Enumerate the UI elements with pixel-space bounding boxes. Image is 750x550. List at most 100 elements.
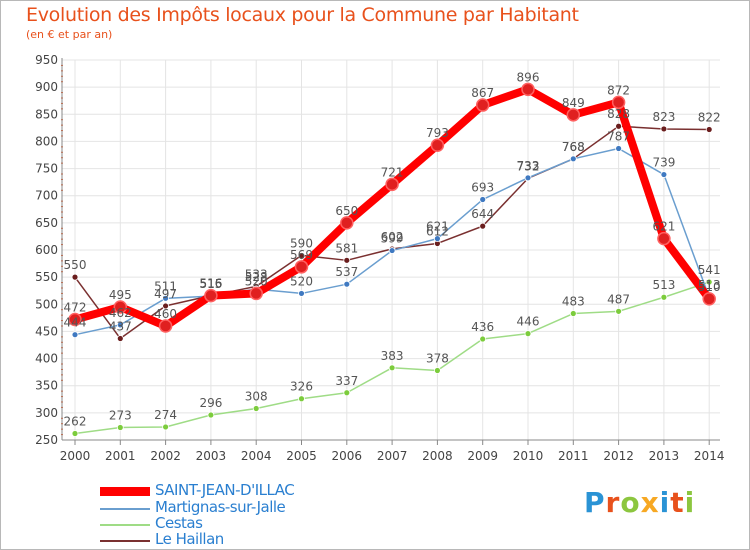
logo-letter: r (605, 486, 621, 519)
x-tick-label: 2007 (377, 449, 408, 463)
proxiti-logo: Proxiti (584, 486, 695, 519)
data-point-saint-jean-d-illac (475, 98, 490, 112)
legend-swatch-saint-jean-d-illac (100, 487, 150, 496)
data-label-saint-jean-d-illac: 472 (64, 300, 87, 314)
data-point-saint-jean-d-illac (566, 108, 581, 122)
logo-letter: t (670, 486, 685, 519)
data-label-le-haillan: 437 (109, 319, 132, 333)
data-label-le-haillan: 822 (698, 110, 721, 124)
data-label-saint-jean-d-illac: 516 (199, 277, 222, 291)
y-tick-label: 750 (35, 162, 58, 176)
x-tick-label: 2005 (286, 449, 317, 463)
y-tick-label: 300 (35, 406, 58, 420)
data-point-cestas (705, 278, 713, 286)
data-label-saint-jean-d-illac: 793 (426, 126, 449, 140)
series-lines (68, 82, 716, 437)
data-point-saint-jean-d-illac (657, 231, 671, 246)
data-label-saint-jean-d-illac: 569 (290, 248, 313, 262)
legend-swatch-le-haillan (100, 540, 150, 542)
data-point-cestas (388, 364, 396, 372)
data-point-le-haillan (660, 125, 668, 133)
data-point-martignas-sur-jalle (433, 235, 441, 243)
data-label-cestas: 541 (698, 263, 721, 277)
data-label-martignas-sur-jalle: 621 (426, 220, 449, 234)
data-label-le-haillan: 823 (652, 110, 675, 124)
data-point-cestas (71, 430, 79, 437)
data-point-saint-jean-d-illac (611, 95, 626, 110)
x-tick-label: 2010 (513, 449, 544, 463)
data-point-saint-jean-d-illac (294, 260, 309, 274)
x-tick-label: 2000 (60, 449, 91, 463)
data-label-le-haillan: 732 (517, 159, 540, 173)
logo-letter: o (620, 486, 641, 519)
data-point-saint-jean-d-illac (340, 216, 354, 230)
data-point-saint-jean-d-illac (702, 292, 716, 306)
logo-letter: P (584, 486, 606, 519)
data-point-martignas-sur-jalle (298, 290, 305, 297)
data-label-cestas: 446 (517, 315, 540, 329)
data-point-martignas-sur-jalle (524, 174, 532, 182)
data-label-saint-jean-d-illac: 520 (245, 274, 268, 288)
data-point-martignas-sur-jalle (479, 196, 487, 203)
data-point-martignas-sur-jalle (615, 145, 622, 152)
legend-swatch-martignas-sur-jalle (100, 508, 150, 510)
x-tick-label: 2001 (105, 449, 136, 463)
data-label-martignas-sur-jalle: 693 (471, 181, 494, 195)
data-label-le-haillan: 768 (562, 140, 585, 154)
y-tick-label: 500 (35, 297, 58, 311)
data-point-martignas-sur-jalle (569, 155, 577, 163)
y-tick-label: 850 (35, 107, 58, 121)
data-point-le-haillan (162, 302, 170, 310)
y-tick-label: 700 (35, 189, 58, 203)
data-point-le-haillan (615, 122, 622, 130)
data-point-saint-jean-d-illac (385, 177, 399, 192)
y-tick-label: 400 (35, 352, 58, 366)
data-label-saint-jean-d-illac: 849 (562, 96, 585, 110)
data-point-cestas (569, 310, 577, 317)
data-label-martignas-sur-jalle: 599 (381, 232, 404, 246)
data-point-cestas (298, 395, 305, 403)
data-point-martignas-sur-jalle (660, 171, 668, 178)
x-tick-label: 2006 (332, 449, 363, 463)
data-label-le-haillan: 497 (154, 287, 177, 301)
data-point-saint-jean-d-illac (113, 300, 128, 314)
y-tick-label: 350 (35, 379, 58, 393)
data-label-martignas-sur-jalle: 739 (652, 156, 675, 170)
y-tick-label: 950 (35, 53, 58, 67)
legend-label-le-haillan: Le Haillan (155, 530, 224, 548)
y-tick-label: 550 (35, 270, 58, 284)
data-label-le-haillan: 644 (471, 207, 494, 221)
data-point-le-haillan (479, 222, 487, 230)
data-point-saint-jean-d-illac (430, 138, 445, 152)
data-point-cestas (433, 367, 441, 374)
data-point-cestas (343, 389, 351, 397)
data-label-cestas: 262 (64, 414, 87, 428)
x-tick-label: 2013 (649, 449, 680, 463)
logo-letter: i (684, 486, 696, 519)
data-point-le-haillan (298, 252, 305, 259)
data-point-le-haillan (116, 335, 124, 342)
data-label-saint-jean-d-illac: 867 (471, 86, 494, 100)
x-tick-label: 2011 (558, 449, 589, 463)
data-label-cestas: 513 (652, 278, 675, 292)
chart-subtitle: (en € et par an) (26, 28, 113, 41)
legend-swatch-cestas (100, 524, 150, 526)
y-tick-label: 600 (35, 243, 58, 257)
x-tick-label: 2014 (694, 449, 725, 463)
data-point-cestas (252, 405, 260, 412)
data-label-saint-jean-d-illac: 721 (381, 165, 404, 179)
data-label-martignas-sur-jalle: 462 (109, 306, 132, 320)
data-point-cestas (660, 293, 668, 301)
data-point-cestas (116, 424, 124, 431)
legend-label-martignas-sur-jalle: Martignas-sur-Jalle (155, 498, 286, 516)
logo-letter: i (659, 486, 671, 519)
y-tick-label: 900 (35, 80, 58, 94)
data-label-le-haillan: 590 (290, 236, 313, 250)
data-label-le-haillan: 612 (426, 224, 449, 238)
data-point-le-haillan (343, 256, 351, 264)
x-tick-label: 2009 (467, 449, 498, 463)
data-label-martignas-sur-jalle: 733 (517, 159, 540, 173)
data-label-le-haillan: 581 (335, 241, 358, 255)
